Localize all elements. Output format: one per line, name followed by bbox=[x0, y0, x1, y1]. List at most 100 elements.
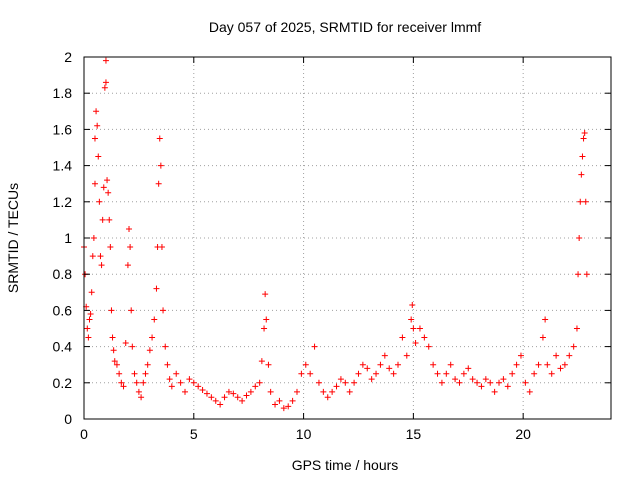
data-point bbox=[239, 397, 246, 404]
data-point bbox=[157, 162, 164, 169]
data-point bbox=[265, 361, 272, 368]
data-point bbox=[434, 370, 441, 377]
data-point bbox=[162, 343, 169, 350]
data-point bbox=[105, 189, 112, 196]
data-point bbox=[190, 379, 197, 386]
grid-lines bbox=[84, 57, 611, 419]
data-point bbox=[395, 361, 402, 368]
data-point bbox=[168, 383, 175, 390]
data-point bbox=[561, 361, 568, 368]
data-point bbox=[381, 352, 388, 359]
data-point bbox=[583, 271, 590, 278]
data-point bbox=[135, 388, 142, 395]
data-point bbox=[509, 370, 516, 377]
data-point bbox=[133, 379, 140, 386]
data-point bbox=[252, 383, 259, 390]
data-point bbox=[230, 390, 237, 397]
data-point bbox=[578, 171, 585, 178]
data-point bbox=[542, 316, 549, 323]
data-point bbox=[513, 361, 520, 368]
axis-ticks bbox=[83, 56, 611, 420]
data-point bbox=[522, 379, 529, 386]
data-point bbox=[95, 153, 102, 160]
y-tick-label: 0.8 bbox=[53, 266, 73, 282]
data-point bbox=[272, 401, 279, 408]
data-point bbox=[85, 334, 92, 341]
data-point bbox=[87, 311, 94, 318]
chart-title: Day 057 of 2025, SRMTID for receiver lmm… bbox=[209, 19, 481, 35]
data-point bbox=[89, 253, 96, 260]
data-point bbox=[409, 301, 416, 308]
data-point bbox=[102, 79, 109, 86]
data-point bbox=[97, 253, 104, 260]
data-point bbox=[155, 180, 162, 187]
data-point bbox=[421, 334, 428, 341]
data-point bbox=[580, 135, 587, 142]
data-point bbox=[100, 184, 107, 191]
data-point bbox=[131, 370, 138, 377]
data-point bbox=[548, 370, 555, 377]
data-point bbox=[491, 388, 498, 395]
data-point bbox=[315, 379, 322, 386]
data-point bbox=[127, 244, 134, 251]
data-point bbox=[149, 334, 156, 341]
data-point bbox=[403, 352, 410, 359]
data-point bbox=[474, 379, 481, 386]
data-point bbox=[289, 397, 296, 404]
data-point bbox=[575, 271, 582, 278]
data-point bbox=[267, 388, 274, 395]
data-point bbox=[126, 225, 133, 232]
data-point bbox=[576, 235, 583, 241]
data-point bbox=[91, 135, 98, 142]
data-point bbox=[531, 370, 538, 377]
data-point bbox=[107, 244, 114, 251]
data-point bbox=[438, 379, 445, 386]
data-point bbox=[84, 325, 91, 332]
data-point bbox=[553, 352, 560, 359]
data-point bbox=[582, 198, 589, 205]
data-point bbox=[566, 352, 573, 359]
data-point bbox=[106, 216, 113, 223]
data-point bbox=[199, 387, 206, 394]
data-point bbox=[364, 365, 371, 372]
data-point bbox=[262, 291, 269, 298]
data-point bbox=[91, 180, 98, 187]
data-point bbox=[557, 365, 564, 372]
data-point bbox=[99, 216, 106, 223]
data-point bbox=[577, 198, 584, 205]
data-point bbox=[177, 379, 184, 386]
y-axis-label: SRMTID / TECUs bbox=[5, 183, 21, 293]
data-point bbox=[186, 376, 193, 383]
data-point bbox=[98, 262, 105, 269]
data-point bbox=[247, 388, 254, 395]
data-point bbox=[195, 383, 202, 390]
data-point bbox=[337, 376, 344, 383]
data-point bbox=[342, 379, 349, 386]
x-tick-label: 5 bbox=[190, 426, 198, 442]
data-point bbox=[351, 379, 358, 386]
data-point bbox=[460, 370, 467, 377]
y-tick-label: 0 bbox=[64, 411, 72, 427]
data-point bbox=[111, 358, 118, 365]
data-point bbox=[122, 339, 129, 346]
data-point bbox=[93, 108, 100, 115]
data-point bbox=[153, 285, 160, 292]
data-point bbox=[285, 403, 292, 410]
data-point bbox=[156, 135, 163, 142]
data-point bbox=[355, 370, 362, 377]
x-tick-label: 20 bbox=[515, 426, 531, 442]
data-point bbox=[359, 361, 366, 368]
data-point bbox=[412, 339, 419, 346]
x-tick-label: 0 bbox=[80, 426, 88, 442]
data-point bbox=[138, 394, 145, 401]
data-point bbox=[469, 376, 476, 383]
data-point bbox=[86, 316, 93, 323]
data-point bbox=[102, 57, 109, 64]
data-point bbox=[263, 316, 270, 323]
data-point bbox=[526, 388, 533, 395]
data-point bbox=[164, 361, 171, 368]
data-point bbox=[258, 358, 265, 365]
data-point bbox=[311, 343, 318, 350]
data-point bbox=[465, 365, 472, 372]
data-point bbox=[166, 376, 173, 383]
